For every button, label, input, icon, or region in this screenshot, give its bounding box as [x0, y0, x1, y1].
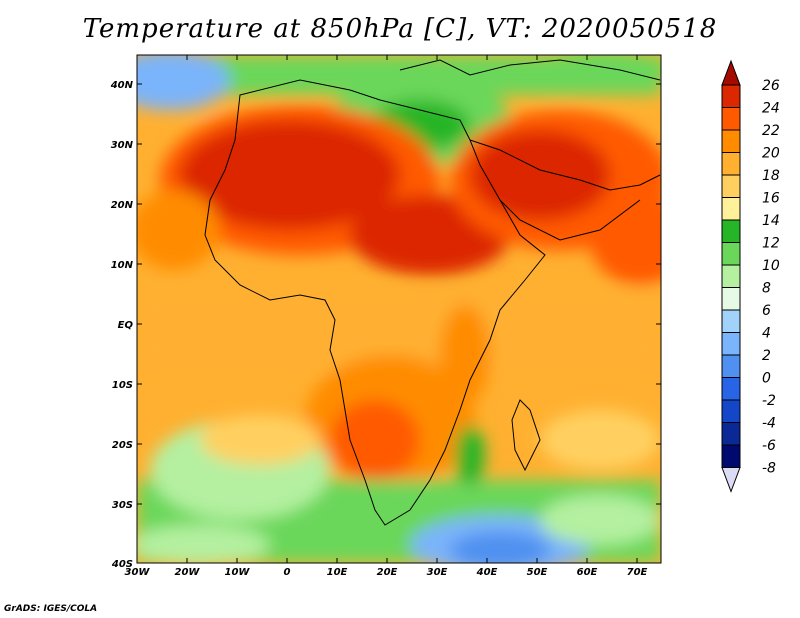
colorbar-level-label: 10 — [762, 258, 780, 274]
colorbar-level-label: 20 — [762, 146, 780, 162]
colorbar-segment — [721, 377, 741, 401]
colorbar-segment — [721, 152, 741, 176]
colorbar-level-label: 6 — [762, 303, 771, 319]
colorbar-top-arrow — [721, 59, 741, 86]
colorbar-level-label: 0 — [762, 371, 771, 387]
map-frame — [136, 54, 662, 564]
colorbar-level-label: -4 — [762, 416, 776, 432]
latitude-tick-label: EQ — [118, 320, 134, 331]
longitude-tick-label: 0 — [284, 567, 291, 578]
latitude-ticks: 40N 30N 20N 10N EQ 10S 20S 30S 40S — [110, 80, 661, 570]
latitude-tick-label: 20S — [112, 440, 133, 451]
colorbar-segment — [721, 332, 741, 356]
colorbar-segment — [721, 354, 741, 378]
latitude-tick-label: 20N — [111, 200, 134, 211]
colorbar-segment — [721, 197, 741, 221]
latitude-tick-label: 10S — [112, 380, 133, 391]
credit-text: GrADS: IGES/COLA — [4, 604, 98, 614]
latitude-tick-label: 30S — [112, 500, 133, 511]
chart-title: Temperature at 850hPa [C], VT: 202005051… — [82, 14, 718, 44]
colorbar-level-label: 12 — [762, 236, 780, 252]
temperature-field — [137, 55, 661, 563]
colorbar-segment — [721, 107, 741, 131]
colorbar-segment — [721, 422, 741, 446]
colorbar-level-label: 22 — [762, 123, 780, 139]
colorbar-segment — [721, 84, 741, 108]
colorbar-segment — [721, 174, 741, 198]
colorbar-level-label: 14 — [762, 213, 780, 229]
colorbar-level-label: -8 — [762, 461, 776, 477]
colorbar-segment — [721, 309, 741, 333]
colorbar-segment — [721, 444, 741, 468]
longitude-tick-label: 50E — [527, 567, 548, 578]
colorbar-level-label: 16 — [762, 191, 780, 207]
colorbar-segment — [721, 242, 741, 266]
colorbar-level-label: 2 — [762, 348, 771, 364]
longitude-tick-label: 60E — [577, 567, 598, 578]
longitude-tick-label: 20W — [175, 567, 201, 578]
longitude-tick-label: 20E — [377, 567, 398, 578]
longitude-tick-label: 70E — [627, 567, 648, 578]
colorbar-level-label: 26 — [762, 78, 780, 94]
colorbar-level-label: -6 — [762, 438, 776, 454]
colorbar-segment — [721, 399, 741, 423]
colorbar-level-label: 18 — [762, 168, 780, 184]
longitude-ticks: 30W 20W 10W 0 10E 20E 30E 40E 50E 60E 70E — [125, 55, 648, 578]
longitude-tick-label: 10W — [225, 567, 251, 578]
colorbar-segment — [721, 287, 741, 311]
longitude-tick-label: 30W — [125, 567, 151, 578]
coastlines — [204, 59, 661, 526]
colorbar-segment — [721, 219, 741, 243]
latitude-tick-label: 40N — [110, 80, 134, 91]
colorbar-segment — [721, 129, 741, 153]
colorbar-level-label: 8 — [762, 281, 771, 297]
latitude-tick-label: 40S — [111, 559, 133, 570]
longitude-tick-label: 40E — [476, 567, 498, 578]
longitude-tick-label: 30E — [427, 567, 448, 578]
latitude-tick-label: 30N — [111, 140, 134, 151]
latitude-tick-label: 10N — [111, 260, 134, 271]
longitude-tick-label: 10E — [327, 567, 348, 578]
colorbar-segment — [721, 264, 741, 288]
colorbar-level-label: 4 — [762, 326, 771, 342]
colorbar-bottom-arrow — [721, 467, 741, 493]
colorbar-level-label: -2 — [762, 393, 776, 409]
colorbar-level-label: 24 — [762, 101, 780, 117]
